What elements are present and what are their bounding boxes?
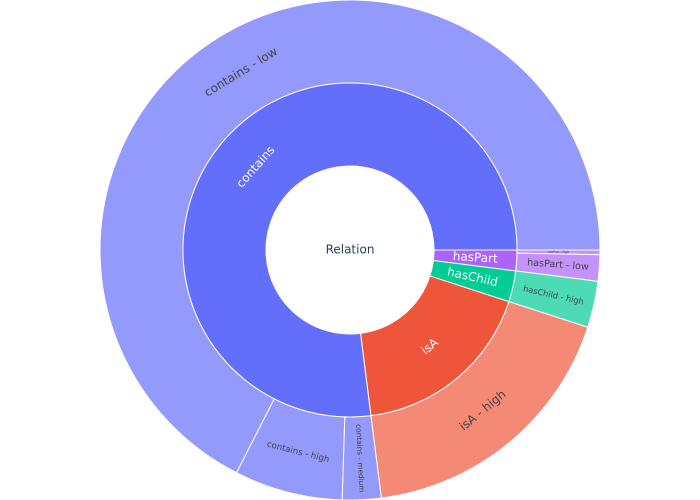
outer-ring — [99, 0, 601, 500]
center-node[interactable] — [266, 166, 434, 334]
segment-contains-medium-label: contains - medium — [354, 424, 366, 493]
segment-haspart-high-label: hasPart - high — [548, 250, 570, 254]
segment-haspart-low-label: hasPart - low — [527, 257, 590, 272]
segment-haspart-label: hasPart — [452, 249, 498, 266]
center-label: Relation — [326, 243, 375, 257]
